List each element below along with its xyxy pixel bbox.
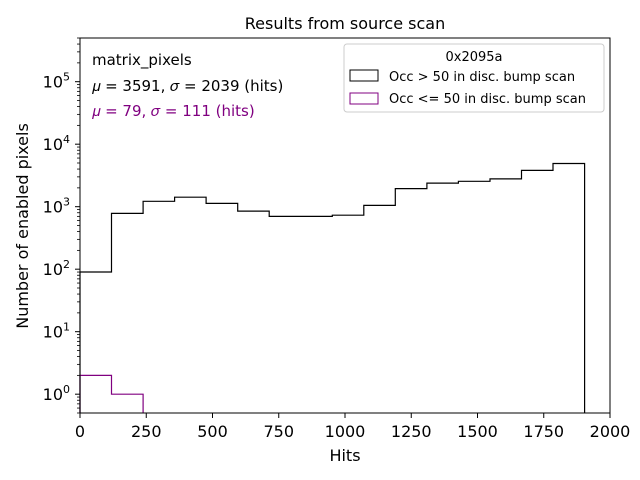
chart-title: Results from source scan — [245, 14, 445, 33]
legend-label-occ-gt-50: Occ > 50 in disc. bump scan — [389, 70, 575, 85]
x-tick-label: 1750 — [523, 422, 564, 441]
annotation-block: matrix_pixels 𝜇 = 3591, 𝜎 = 2039 (hits) … — [92, 51, 283, 120]
series-step-1 — [79, 374, 144, 413]
annotation-dataset-name: matrix_pixels — [92, 51, 192, 70]
x-tick-label: 2000 — [590, 422, 631, 441]
y-tick-label: 102 — [43, 258, 70, 279]
series-layer — [79, 162, 586, 413]
x-tick-label: 750 — [263, 422, 294, 441]
legend-swatch-occ-gt-50 — [349, 69, 379, 82]
x-axis: 0 250 500 750 1000 1250 1500 1750 2000 — [75, 413, 630, 441]
y-tick-label: 101 — [43, 321, 70, 342]
y-axis: 100 101 102 103 104 105 — [43, 37, 80, 414]
series-step-0 — [79, 162, 586, 413]
y-tick-label: 100 — [43, 383, 70, 404]
legend-frame — [343, 43, 605, 113]
x-tick-label: 1000 — [325, 422, 366, 441]
x-tick-label: 0 — [75, 422, 85, 441]
y-axis-label: Number of enabled pixels — [13, 123, 32, 329]
y-tick-label: 105 — [43, 71, 70, 92]
legend-title: 0x2095a — [445, 50, 502, 65]
legend-swatch-occ-le-50 — [349, 92, 379, 105]
y-tick-label: 104 — [43, 133, 70, 154]
x-axis-label: Hits — [329, 446, 360, 465]
x-tick-label: 500 — [197, 422, 228, 441]
x-tick-label: 250 — [131, 422, 162, 441]
annotation-stats-black: 𝜇 = 3591, 𝜎 = 2039 (hits) — [92, 77, 283, 95]
annotation-stats-purple: 𝜇 = 79, 𝜎 = 111 (hits) — [92, 102, 255, 120]
y-tick-label: 103 — [43, 196, 70, 217]
x-tick-label: 1250 — [391, 422, 432, 441]
legend-label-occ-le-50: Occ <= 50 in disc. bump scan — [389, 92, 586, 107]
legend: 0x2095a Occ > 50 in disc. bump scan Occ … — [343, 43, 605, 113]
x-tick-label: 1500 — [457, 422, 498, 441]
